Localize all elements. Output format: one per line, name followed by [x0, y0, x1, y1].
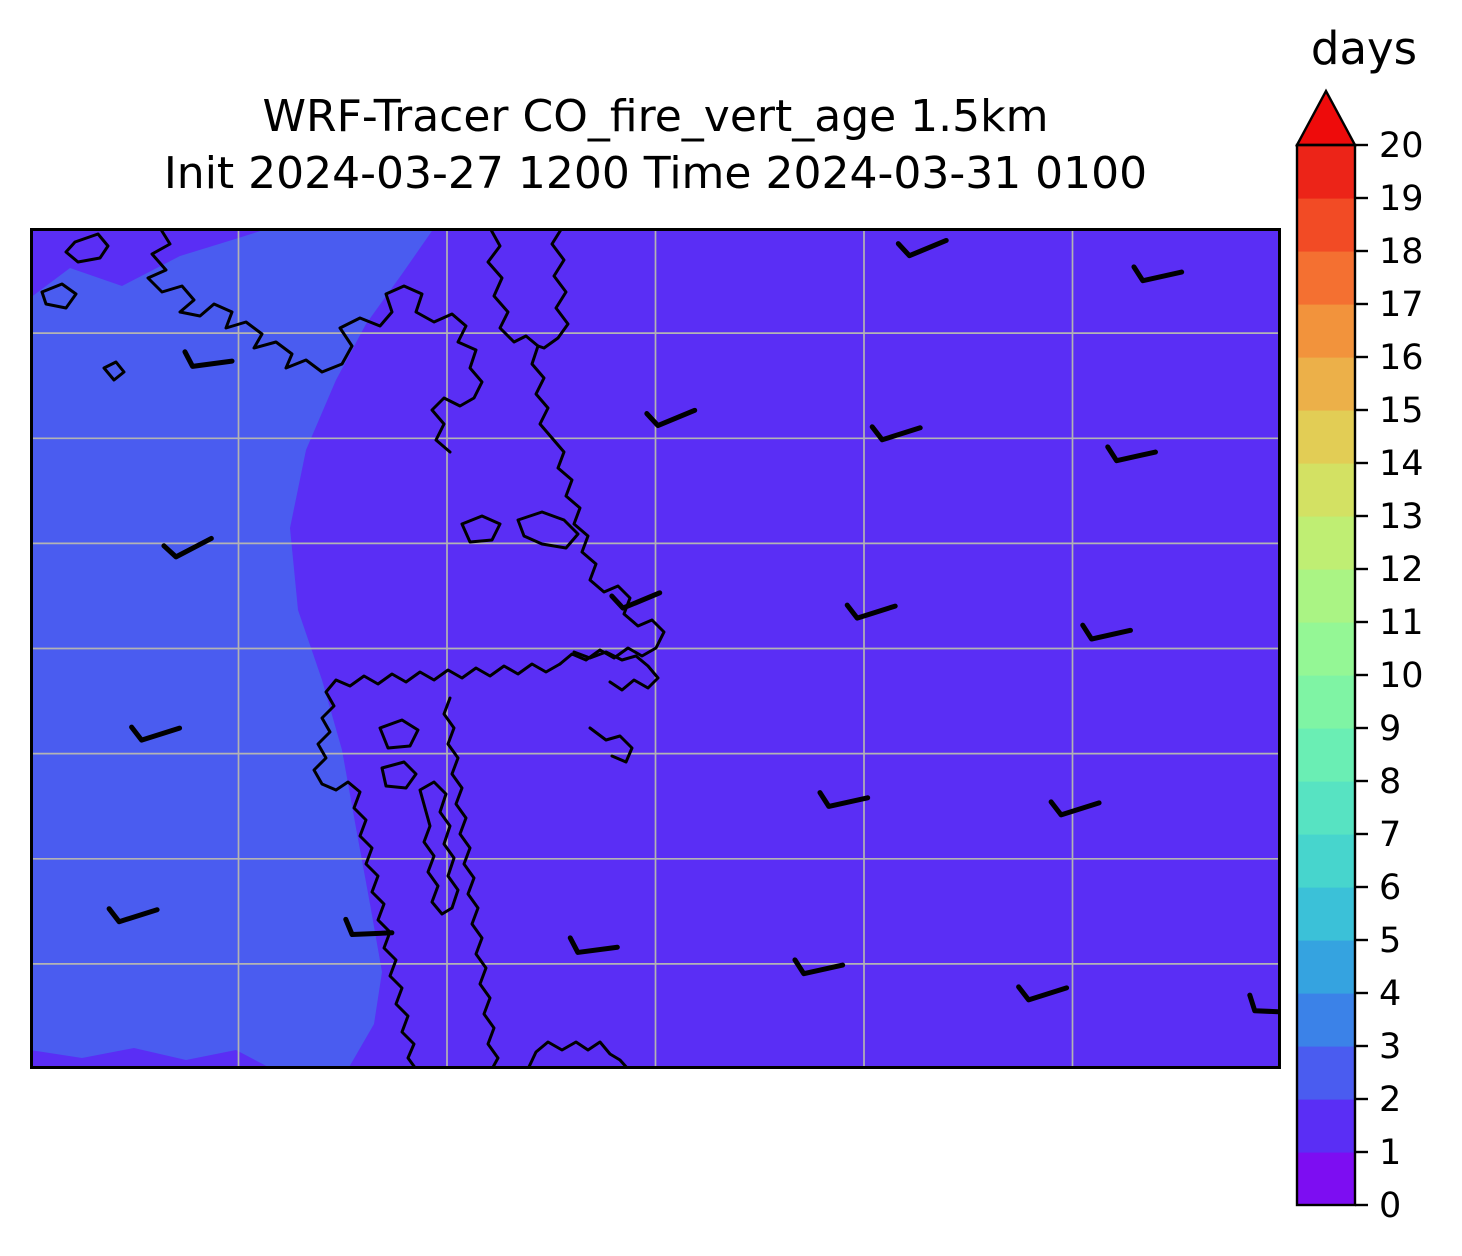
coastline-island — [378, 718, 420, 750]
coastline-island — [460, 514, 502, 544]
colorbar-tick-label: 19 — [1379, 179, 1424, 219]
colorbar-tick-label: 0 — [1379, 1186, 1401, 1225]
colorbar-tick-label: 5 — [1379, 921, 1401, 961]
chart-subtitle: Init 2024-03-27 1200 Time 2024-03-31 010… — [163, 148, 1148, 200]
colorbar-tick-label: 6 — [1379, 868, 1401, 908]
colorbar-band-12-13 — [1297, 516, 1355, 570]
wind-barb — [106, 906, 160, 925]
plot-border — [30, 228, 1281, 1069]
colorbar-band-7-8 — [1297, 781, 1355, 835]
wind-barb — [161, 535, 214, 560]
map-plot — [30, 228, 1281, 1069]
wind-barbs — [106, 237, 1281, 1015]
colorbar-band-17-18 — [1297, 251, 1355, 305]
coastline-small-spur — [588, 726, 634, 764]
colorbar-band-1-2 — [1297, 1099, 1355, 1153]
colorbar-tick-label: 4 — [1379, 974, 1401, 1014]
colorbar-band-0-1 — [1297, 1152, 1355, 1206]
colorbar-tick-label: 17 — [1379, 285, 1424, 325]
colorbar-tick-label: 8 — [1379, 762, 1401, 802]
coastline-island — [380, 760, 418, 790]
colorbar-band-4-5 — [1297, 940, 1355, 994]
colorbar-band-19-20 — [1297, 145, 1355, 199]
wind-barb — [644, 407, 698, 429]
wind-barb — [817, 790, 871, 809]
coastline-island — [64, 232, 110, 264]
wind-barb — [129, 724, 183, 743]
colorbar-tick-label: 12 — [1379, 550, 1424, 590]
wind-barb — [844, 602, 898, 621]
colorbar-tick-label: 20 — [1379, 126, 1424, 166]
wind-barb — [567, 935, 620, 955]
colorbar-tick-label: 16 — [1379, 338, 1424, 378]
colorbar-band-5-6 — [1297, 887, 1355, 941]
colorbar-tick-label: 7 — [1379, 815, 1401, 855]
wind-barb — [1105, 444, 1158, 464]
colorbar-band-8-9 — [1297, 728, 1355, 782]
colorbar-tick-label: 1 — [1379, 1133, 1401, 1173]
colorbar-band-6-7 — [1297, 834, 1355, 888]
wind-barb — [1131, 264, 1185, 284]
coastline-mainland-north — [146, 228, 484, 454]
coastline-mid-fjords — [530, 344, 666, 666]
wind-barb — [869, 424, 923, 443]
colorbar-band-14-15 — [1297, 410, 1355, 464]
coastline-long-island — [418, 780, 460, 916]
colorbar-band-15-16 — [1297, 357, 1355, 411]
wind-barb — [1247, 992, 1281, 1015]
colorbar-label: days — [1310, 22, 1418, 75]
colorbar-tick-label: 9 — [1379, 709, 1401, 749]
coastline-east-spur — [572, 650, 660, 692]
colorbar-tick-label: 18 — [1379, 232, 1424, 272]
wind-barb — [895, 237, 949, 259]
colorbar-tick-label: 15 — [1379, 391, 1424, 431]
wind-barb — [792, 957, 846, 977]
wind-barb — [343, 916, 395, 938]
wind-barb — [1016, 984, 1070, 1003]
colorbar-band-9-10 — [1297, 675, 1355, 729]
colorbar-band-2-3 — [1297, 1046, 1355, 1100]
coastline-bottom — [526, 1040, 630, 1069]
colorbar-extend-arrow — [1294, 88, 1358, 147]
coastlines — [40, 228, 666, 1069]
colorbar-tick-label: 13 — [1379, 497, 1424, 537]
colorbar-band-3-4 — [1297, 993, 1355, 1047]
chart-title-block: WRF-Tracer CO_fire_vert_age 1.5km Init 2… — [30, 88, 1281, 202]
colorbar-band-10-11 — [1297, 622, 1355, 676]
coastline-channel-east — [536, 228, 570, 350]
colorbar-tick-label: 10 — [1379, 656, 1424, 696]
colorbar-band-16-17 — [1297, 304, 1355, 358]
colorbar-tick-label: 3 — [1379, 1027, 1401, 1067]
wind-barb — [182, 349, 235, 369]
colorbar-tick-label: 2 — [1379, 1080, 1401, 1120]
colorbar-band-13-14 — [1297, 463, 1355, 517]
wind-barb — [1080, 622, 1133, 642]
coastline-island — [40, 282, 78, 310]
wind-barb — [609, 590, 663, 611]
wind-barb — [1048, 799, 1102, 818]
coastline-lower-fjords — [312, 662, 562, 1069]
coastline-channel-west — [486, 228, 540, 348]
chart-title: WRF-Tracer CO_fire_vert_age 1.5km — [262, 91, 1049, 142]
coastline-island — [102, 360, 126, 382]
colorbar-band-18-19 — [1297, 198, 1355, 252]
coastline-island — [516, 510, 580, 550]
colorbar-tick-label: 11 — [1379, 603, 1424, 643]
colorbar-band-11-12 — [1297, 569, 1355, 623]
coastline-inner-channel — [442, 696, 500, 1069]
colorbar-tick-label: 14 — [1379, 444, 1424, 484]
